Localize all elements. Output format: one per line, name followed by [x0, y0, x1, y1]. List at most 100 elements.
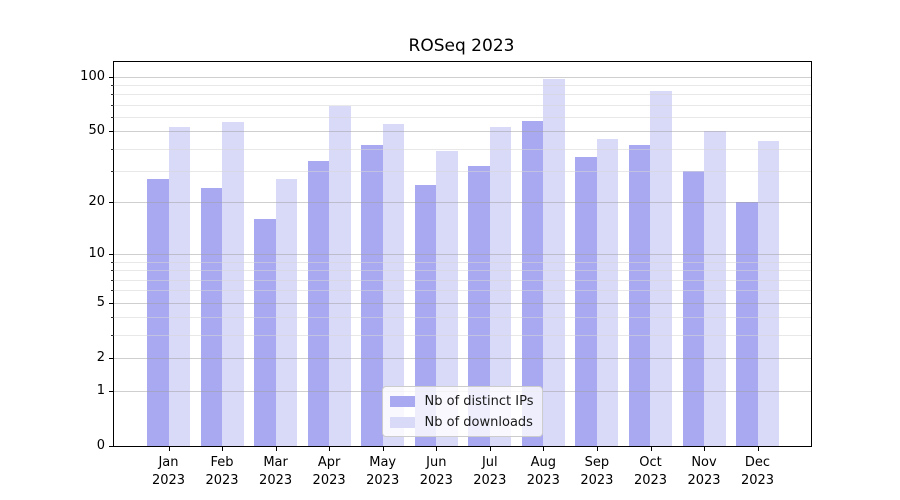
y-minor-tick [111, 270, 114, 272]
x-tick-label-feb: Feb 2023 [190, 454, 254, 490]
axes-ticks-layer: 0 1 2 5 10 20 50 100 Jan 2023 Feb 2023 Mar 2023 Apr 202… [80, 62, 811, 489]
x-tick-month: Jan [158, 455, 179, 470]
x-tick-label-jul: Jul 2023 [458, 454, 522, 490]
y-tick [109, 202, 114, 204]
x-tick [543, 446, 545, 451]
y-minor-tick [111, 171, 114, 172]
x-tick [436, 446, 438, 451]
bars-layer [114, 62, 811, 446]
x-tick-year: 2023 [259, 473, 293, 488]
x-tick-label-may: May 2023 [351, 454, 415, 490]
x-tick-month: Nov [691, 455, 717, 470]
x-tick [650, 446, 652, 451]
x-tick-year: 2023 [687, 473, 721, 488]
bar-nb-of-distinct-ips-aug [521, 120, 544, 446]
x-tick [489, 446, 491, 451]
bar-nb-of-distinct-ips-jan [147, 179, 169, 446]
y-minor-tick [111, 261, 114, 263]
x-tick-month: Dec [744, 455, 771, 470]
bar-nb-of-distinct-ips-apr [307, 161, 330, 446]
y-minor-tick [111, 317, 114, 319]
y-tick [109, 390, 114, 392]
bar-nb-of-distinct-ips-nov [682, 171, 704, 446]
x-tick-year: 2023 [473, 473, 507, 488]
x-tick-month: Jun [426, 455, 447, 470]
x-tick-label-mar: Mar 2023 [244, 454, 308, 490]
x-tick-label-jan: Jan 2023 [137, 454, 201, 490]
bar-nb-of-downloads-dec [757, 141, 780, 446]
x-tick-month: Apr [317, 455, 341, 470]
x-tick-label-nov: Nov 2023 [672, 454, 736, 490]
legend-swatch-distinct-ips [389, 395, 415, 407]
bar-nb-of-downloads-jul [489, 126, 512, 446]
bar-nb-of-downloads-oct [650, 91, 672, 446]
y-minor-tick [111, 148, 114, 150]
bar-nb-of-downloads-feb [222, 122, 244, 446]
bar-nb-of-distinct-ips-jun [414, 185, 437, 446]
bar-nb-of-distinct-ips-jul [468, 166, 490, 446]
x-tick-label-aug: Aug 2023 [511, 454, 575, 490]
legend-item-downloads: Nb of downloads [389, 413, 534, 431]
x-tick-year: 2023 [419, 473, 453, 488]
x-tick-year: 2023 [526, 473, 560, 488]
y-tick-label: 2 [96, 350, 105, 365]
x-tick [596, 446, 598, 451]
bar-nb-of-distinct-ips-dec [736, 202, 758, 446]
bar-nb-of-downloads-sep [596, 139, 619, 446]
x-tick [329, 446, 331, 451]
y-tick [109, 358, 114, 359]
x-tick-year: 2023 [151, 473, 186, 488]
y-minor-tick [111, 104, 114, 106]
bar-nb-of-downloads-apr [329, 105, 351, 446]
x-tick-year: 2023 [580, 473, 614, 488]
legend-swatch-downloads [389, 416, 415, 428]
x-tick-year: 2023 [740, 473, 775, 488]
x-tick-year: 2023 [312, 473, 346, 488]
x-tick-year: 2023 [205, 473, 239, 488]
y-tick [109, 446, 114, 447]
plot-area: 0 1 2 5 10 20 50 100 Jan 2023 Feb 2023 Mar 2023 Apr 202… [80, 61, 812, 489]
y-tick-label: 0 [96, 438, 105, 453]
x-tick [704, 446, 705, 451]
bar-nb-of-downloads-nov [704, 131, 726, 446]
y-minor-tick [111, 116, 114, 118]
legend-label-distinct-ips: Nb of distinct IPs [424, 393, 534, 409]
y-tick-label: 1 [96, 382, 105, 398]
x-tick-month: May [369, 455, 397, 470]
y-minor-tick [111, 279, 114, 281]
y-tick [109, 131, 114, 133]
x-tick-month: Aug [530, 455, 556, 470]
bar-nb-of-distinct-ips-sep [575, 156, 597, 446]
legend: Nb of distinct IPs Nb of downloads [381, 386, 544, 437]
x-tick-label-jun: Jun 2023 [404, 454, 468, 490]
x-tick-month: Mar [263, 455, 288, 470]
y-tick-label: 20 [88, 194, 105, 210]
y-tick [109, 76, 114, 78]
legend-item-distinct-ips: Nb of distinct IPs [389, 392, 534, 410]
x-tick-label-oct: Oct 2023 [619, 454, 683, 490]
x-tick-year: 2023 [633, 473, 668, 488]
bar-nb-of-downloads-mar [275, 179, 298, 446]
bar-nb-of-downloads-jun [436, 150, 458, 446]
bar-nb-of-distinct-ips-mar [254, 219, 276, 446]
x-tick [222, 446, 223, 451]
y-tick [109, 302, 114, 304]
x-tick-year: 2023 [366, 473, 400, 488]
x-tick-month: Feb [210, 455, 234, 470]
y-tick-label: 10 [88, 246, 105, 261]
x-tick-label-apr: Apr 2023 [297, 454, 361, 490]
y-minor-tick [111, 84, 114, 86]
y-tick-label: 5 [96, 294, 105, 310]
x-tick-month: Sep [584, 455, 610, 470]
x-tick-month: Jul [481, 455, 498, 470]
x-tick [275, 446, 277, 451]
y-minor-tick [111, 290, 114, 292]
legend-label-downloads: Nb of downloads [424, 414, 533, 430]
bar-nb-of-downloads-may [382, 123, 405, 446]
y-minor-tick [111, 335, 114, 336]
y-tick-label: 50 [88, 123, 105, 139]
x-tick-label-dec: Dec 2023 [726, 454, 790, 490]
y-tick-label: 100 [80, 68, 105, 84]
x-tick-month: Oct [639, 455, 662, 470]
